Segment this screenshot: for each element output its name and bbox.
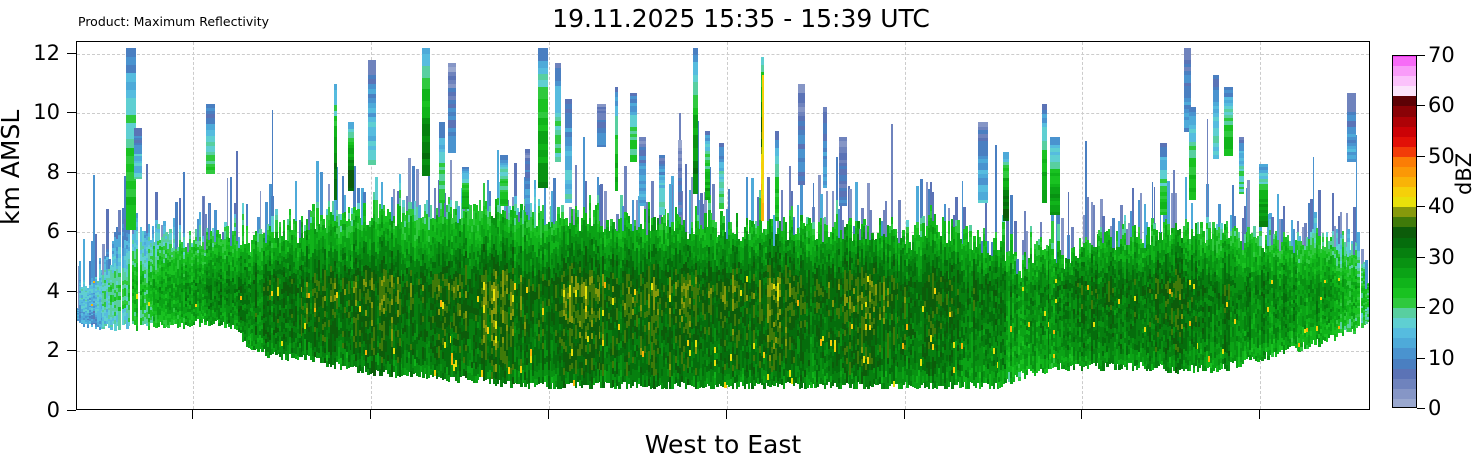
colorbar-segment (1393, 56, 1416, 66)
colorbar-segment (1393, 147, 1416, 157)
colorbar-segment (1393, 167, 1416, 177)
colorbar-segment (1393, 238, 1416, 248)
colorbar-segment (1393, 268, 1416, 278)
colorbar-tick-label: 30 (1428, 245, 1455, 269)
colorbar-segment (1393, 258, 1416, 268)
y-tick-label: 2 (14, 338, 60, 362)
y-tick-label: 10 (14, 100, 60, 124)
x-tick-mark (192, 410, 193, 419)
y-tick-label: 4 (14, 279, 60, 303)
colorbar-segment (1393, 369, 1416, 379)
colorbar-segment (1393, 338, 1416, 348)
y-tick-mark (67, 410, 76, 411)
colorbar-segment (1393, 359, 1416, 369)
colorbar-segment (1393, 227, 1416, 237)
colorbar-tick-mark (1417, 105, 1425, 106)
x-tick-mark (904, 410, 905, 419)
y-tick-mark (67, 350, 76, 351)
colorbar-tick-mark (1417, 55, 1425, 56)
colorbar-segment (1393, 187, 1416, 197)
colorbar-segment (1393, 197, 1416, 207)
plot-area (76, 41, 1370, 410)
colorbar-segment (1393, 127, 1416, 137)
colorbar-segment (1393, 328, 1416, 338)
colorbar-segment (1393, 207, 1416, 217)
y-tick-mark (67, 231, 76, 232)
y-tick-label: 6 (14, 219, 60, 243)
colorbar-segment (1393, 248, 1416, 258)
colorbar-segment (1393, 137, 1416, 147)
colorbar-segment (1393, 348, 1416, 358)
colorbar-segment (1393, 399, 1416, 408)
colorbar-segment (1393, 278, 1416, 288)
x-tick-mark (548, 410, 549, 419)
colorbar-segment (1393, 86, 1416, 96)
colorbar-tick-mark (1417, 408, 1425, 409)
colorbar-tick-mark (1417, 206, 1425, 207)
colorbar-segment (1393, 389, 1416, 399)
colorbar-segment (1393, 379, 1416, 389)
y-tick-label: 0 (14, 398, 60, 422)
colorbar-tick-mark (1417, 307, 1425, 308)
y-tick-label: 8 (14, 160, 60, 184)
colorbar-tick-label: 60 (1428, 93, 1455, 117)
x-tick-mark (370, 410, 371, 419)
colorbar-segment (1393, 96, 1416, 106)
y-tick-label: 12 (14, 41, 60, 65)
colorbar-tick-label: 40 (1428, 194, 1455, 218)
colorbar-tick-label: 20 (1428, 295, 1455, 319)
y-tick-mark (67, 112, 76, 113)
colorbar-segment (1393, 217, 1416, 227)
x-tick-mark (726, 410, 727, 419)
reflectivity-field (77, 42, 1369, 409)
colorbar-segment (1393, 308, 1416, 318)
colorbar-tick-label: 50 (1428, 144, 1455, 168)
colorbar-segment (1393, 318, 1416, 328)
colorbar-title: dBZ (1452, 153, 1476, 195)
colorbar-segment (1393, 117, 1416, 127)
colorbar-segment (1393, 177, 1416, 187)
colorbar-tick-mark (1417, 156, 1425, 157)
colorbar (1392, 55, 1417, 408)
colorbar-tick-label: 70 (1428, 43, 1455, 67)
colorbar-segment (1393, 76, 1416, 86)
colorbar-tick-label: 0 (1428, 396, 1441, 420)
colorbar-segment (1393, 66, 1416, 76)
colorbar-segment (1393, 298, 1416, 308)
x-tick-mark (1259, 410, 1260, 419)
colorbar-tick-mark (1417, 358, 1425, 359)
y-tick-mark (67, 53, 76, 54)
y-tick-mark (67, 172, 76, 173)
colorbar-segment (1393, 288, 1416, 298)
colorbar-segment (1393, 157, 1416, 167)
y-tick-mark (67, 291, 76, 292)
x-tick-mark (1081, 410, 1082, 419)
product-label: Product: Maximum Reflectivity (78, 14, 269, 29)
x-axis-title: West to East (0, 430, 1446, 459)
colorbar-tick-label: 10 (1428, 346, 1455, 370)
colorbar-segment (1393, 106, 1416, 116)
colorbar-tick-mark (1417, 257, 1425, 258)
